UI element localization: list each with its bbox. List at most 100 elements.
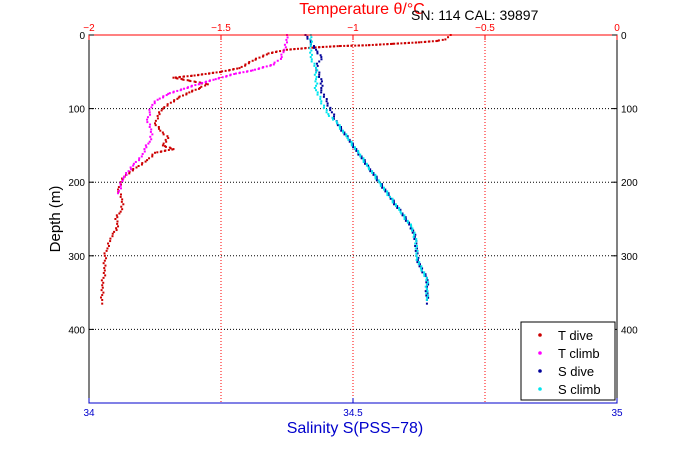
data-point-interp <box>111 235 114 238</box>
data-point-interp <box>357 153 360 156</box>
data-point-interp <box>332 115 335 118</box>
data-point-interp <box>154 119 157 122</box>
data-point-interp <box>254 58 257 61</box>
data-point-interp <box>193 80 196 83</box>
data-point <box>251 59 254 62</box>
data-point-interp <box>427 296 430 299</box>
data-point-interp <box>323 93 326 96</box>
data-point-interp <box>157 127 160 130</box>
data-point-interp <box>120 200 123 203</box>
data-point-interp <box>121 208 124 211</box>
data-point-interp <box>320 80 323 83</box>
data-point-interp <box>150 128 153 131</box>
data-point <box>172 76 175 79</box>
data-point-interp <box>318 60 321 63</box>
temperature-tick-label: −1.5 <box>211 23 231 34</box>
data-point-interp <box>313 62 316 65</box>
data-point-interp <box>194 81 197 84</box>
data-point-interp <box>414 247 417 250</box>
data-point-interp <box>158 113 161 116</box>
data-point-interp <box>415 242 418 245</box>
data-point-interp <box>304 47 307 50</box>
temperature-tick-label: −2 <box>83 23 95 34</box>
data-point-interp <box>350 140 353 143</box>
data-point-interp <box>320 91 323 94</box>
data-point-interp <box>359 155 362 158</box>
data-point-interp <box>173 100 176 103</box>
data-point-interp <box>102 262 105 265</box>
data-point-interp <box>375 175 378 178</box>
data-point <box>286 41 288 44</box>
temperature-tick-label: 0 <box>614 23 620 34</box>
data-point-interp <box>398 208 401 211</box>
data-point-interp <box>240 65 243 68</box>
data-point-interp <box>123 175 126 178</box>
data-point-interp <box>166 103 169 106</box>
data-point-interp <box>372 172 375 174</box>
data-point <box>117 192 120 195</box>
data-point-interp <box>134 160 137 163</box>
data-point-interp <box>186 75 189 78</box>
legend-marker <box>538 333 542 337</box>
data-point-interp <box>375 43 378 46</box>
data-point-interp <box>406 219 409 222</box>
data-point <box>156 114 159 117</box>
data-point-interp <box>201 81 204 84</box>
data-point-interp <box>425 294 428 297</box>
data-point-interp <box>158 111 161 114</box>
data-point-interp <box>121 179 124 182</box>
data-point <box>272 63 275 66</box>
grid-lines <box>89 35 617 403</box>
data-point-interp <box>121 198 124 201</box>
data-point <box>280 56 283 59</box>
data-point-interp <box>318 73 321 76</box>
data-point-interp <box>333 113 336 116</box>
data-point-interp <box>113 230 116 233</box>
series-s-climb <box>308 34 430 301</box>
data-point-interp <box>162 133 165 136</box>
data-point-interp <box>369 168 372 171</box>
data-point <box>447 36 450 39</box>
data-point-interp <box>414 41 417 44</box>
data-point-interp <box>387 194 390 197</box>
data-point-interp <box>120 187 122 190</box>
data-point <box>415 254 418 257</box>
data-point-interp <box>245 70 248 73</box>
data-point-interp <box>316 64 319 67</box>
data-point-interp <box>329 106 332 109</box>
data-point-interp <box>365 164 368 167</box>
data-point-interp <box>372 173 375 176</box>
data-point-interp <box>297 47 299 50</box>
data-point <box>117 188 120 191</box>
data-point-interp <box>413 233 416 236</box>
data-point-interp <box>204 72 207 75</box>
data-point <box>320 78 323 81</box>
data-point <box>315 78 318 81</box>
data-point-interp <box>352 144 354 147</box>
data-point-interp <box>414 244 417 247</box>
data-point-interp <box>350 142 353 145</box>
data-point-interp <box>415 252 418 255</box>
data-point-interp <box>300 47 303 50</box>
data-point-interp <box>336 124 339 127</box>
data-point-interp <box>185 92 188 95</box>
data-point <box>338 45 341 48</box>
data-point-interp <box>117 191 120 194</box>
data-point <box>388 195 391 198</box>
data-point-interp <box>212 78 215 81</box>
data-point-interp <box>423 275 426 278</box>
data-point-interp <box>411 227 414 230</box>
data-point-interp <box>176 97 179 100</box>
data-point-interp <box>403 218 406 220</box>
data-point-interp <box>279 50 282 53</box>
data-point-interp <box>415 259 418 262</box>
data-point-interp <box>418 265 421 268</box>
data-point-interp <box>208 80 211 83</box>
data-point-interp <box>437 39 440 42</box>
data-point-interp <box>190 74 193 77</box>
data-point-interp <box>169 147 172 150</box>
data-point-interp <box>414 242 417 245</box>
data-point-interp <box>144 160 147 163</box>
data-point-interp <box>357 44 360 47</box>
data-point-interp <box>156 117 159 120</box>
